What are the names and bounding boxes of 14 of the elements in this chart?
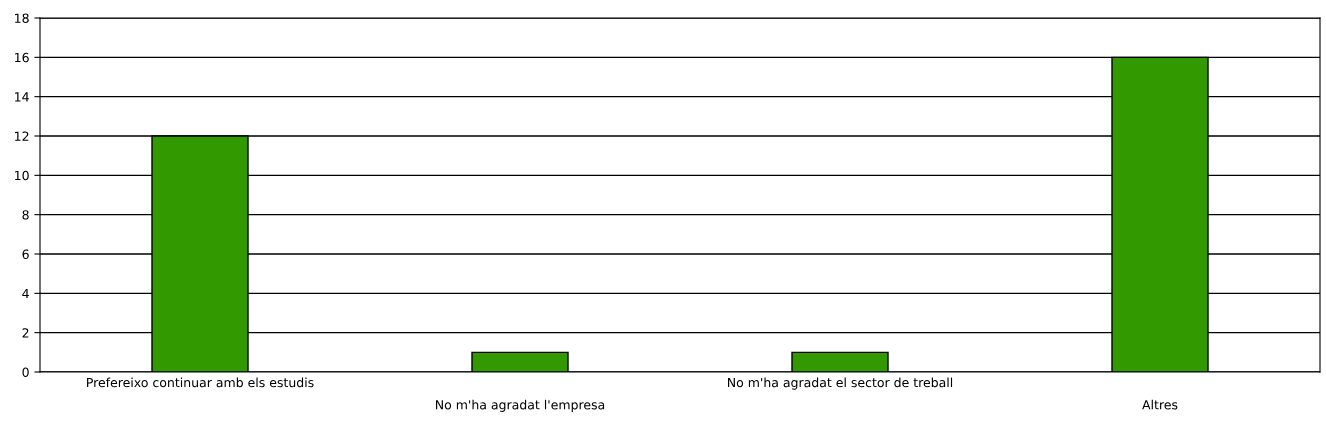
y-tick-label: 8 <box>22 210 29 220</box>
y-tick-label: 14 <box>15 92 29 102</box>
x-tick-label: Altres <box>1142 399 1178 410</box>
x-tick-label: Prefereixo continuar amb els estudis <box>87 377 314 388</box>
y-tick-label: 10 <box>15 170 29 181</box>
y-tick-label: 18 <box>15 13 29 23</box>
x-tick-label: No m'ha agradat l'empresa <box>436 399 605 412</box>
y-tick-label: 16 <box>15 52 29 63</box>
y-tick-label: 12 <box>15 131 29 141</box>
y-tick-label: 6 <box>22 249 29 259</box>
x-tick-label: No m'ha agradat el sector de treball <box>727 377 953 390</box>
y-tick-label: 0 <box>22 367 29 377</box>
y-tick-label: 4 <box>22 288 29 299</box>
y-tick-label: 2 <box>22 328 29 338</box>
